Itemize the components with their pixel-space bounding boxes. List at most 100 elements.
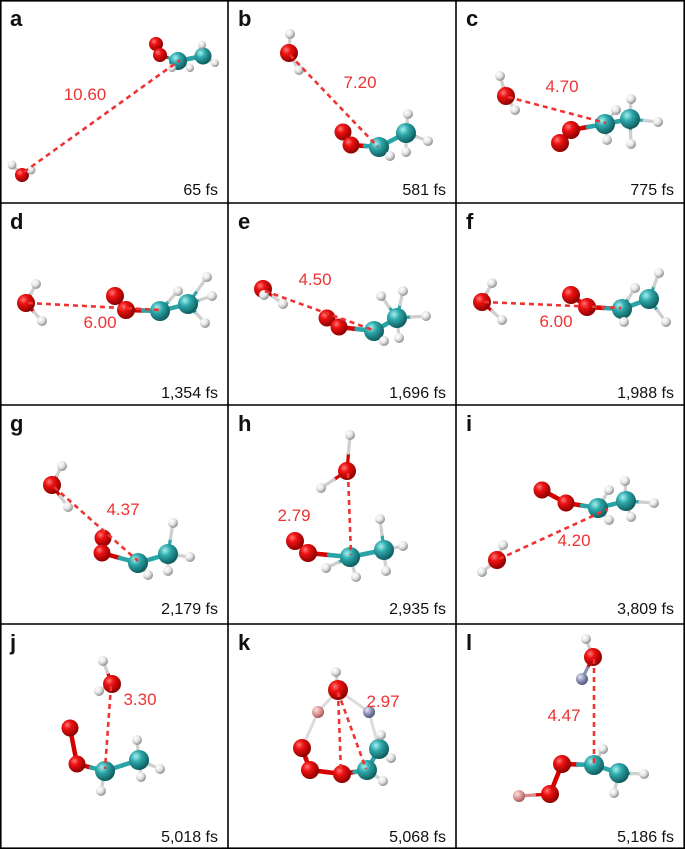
hydrogen-atom — [497, 315, 507, 325]
panel-letter: d — [10, 209, 23, 234]
hydrogen-atom — [626, 94, 636, 104]
hydrogen-atom — [294, 65, 304, 75]
carbon-atom — [620, 109, 640, 129]
distance-line — [103, 685, 113, 770]
oxygen-atom — [103, 675, 121, 693]
distance-label: 4.50 — [298, 270, 331, 289]
hydrogen-atom — [385, 151, 395, 161]
hydrogen-atom — [379, 336, 389, 346]
hydrogen-atom — [403, 109, 413, 119]
time-label: 5,186 fs — [617, 829, 674, 846]
panel-letter: g — [10, 411, 23, 436]
panel-letter: l — [466, 630, 472, 655]
oxygen-atom — [293, 739, 311, 757]
oxygen-atom — [280, 44, 298, 62]
hydrogen-atom — [7, 160, 17, 170]
distance-line — [336, 691, 368, 770]
distance-label: 2.97 — [366, 692, 399, 711]
carbon-atom — [194, 47, 212, 65]
distance-line — [289, 54, 379, 148]
distance-line — [264, 289, 374, 332]
oxygen-atom — [551, 134, 569, 152]
oxygen-atom — [333, 765, 351, 783]
hydrogen-atom — [345, 430, 355, 440]
hydrogen-atom — [604, 485, 614, 495]
hydrogen-atom — [378, 776, 388, 786]
oxygen-atom — [94, 529, 112, 547]
hydrogen-atom — [321, 563, 331, 573]
carbon-atom — [178, 294, 198, 314]
hydrogen-atom — [653, 117, 663, 127]
hydrogen-atom — [626, 139, 636, 149]
hydrogen-atom — [423, 136, 433, 146]
hydrogen-atom — [155, 764, 165, 774]
hydrogen-atom — [316, 483, 326, 493]
hydrogen-atom — [173, 286, 183, 296]
hydrogen-atom — [398, 286, 408, 296]
panel-h: 2.79 h 2,935 fs — [238, 411, 446, 618]
panel-letter: b — [238, 6, 251, 31]
time-label: 1,354 fs — [161, 385, 218, 402]
oxygen-atom — [328, 680, 348, 700]
hydrogen-atom — [487, 278, 497, 288]
panel-f: 6.00 f 1,988 fs — [466, 209, 674, 402]
distance-label: 10.60 — [64, 85, 107, 104]
oxygen-atom — [557, 494, 575, 512]
distance-label: 6.00 — [83, 313, 116, 332]
hydrogen-atom — [168, 518, 178, 528]
carbon-atom — [150, 301, 170, 321]
carbon-atom — [616, 491, 636, 511]
distance-line — [346, 472, 353, 556]
distance-line — [27, 301, 161, 312]
carbon-atom — [609, 763, 629, 783]
oxygen-atom — [338, 462, 356, 480]
hydrogen-atom — [376, 291, 386, 301]
oxygen-atom — [301, 761, 319, 779]
panel-letter: k — [238, 630, 251, 655]
panel-letter: e — [238, 209, 250, 234]
panel-g: 4.37 g 2,179 fs — [10, 411, 218, 618]
hydrogen-atom — [331, 667, 341, 677]
oxygen-atom — [488, 551, 506, 569]
distance-label: 4.70 — [545, 77, 578, 96]
panel-letter: j — [9, 630, 16, 655]
panel-b: 7.20 b 581 fs — [238, 6, 446, 199]
hydrogen-atom — [626, 512, 636, 522]
hydrogen-atom — [31, 279, 41, 289]
hydrogen-atom — [198, 41, 206, 49]
distance-line — [507, 95, 607, 125]
hydrogen-atom — [611, 105, 621, 115]
distance-line — [23, 58, 181, 174]
panel-j: 3.30 j 5,018 fs — [9, 630, 218, 846]
hydrogen-atom — [602, 135, 612, 145]
panel-letter: h — [238, 411, 251, 436]
hydrogen-atom — [401, 147, 411, 157]
panel-a: 10.60 a 65 fs — [7, 6, 219, 199]
hydrogen-atom — [132, 735, 142, 745]
carbon-atom — [639, 289, 659, 309]
carbon-atom — [129, 750, 149, 770]
oxygen-atom — [497, 87, 515, 105]
hydrogen-atom — [136, 772, 146, 782]
distance-label: 4.37 — [106, 500, 139, 519]
oxygen-atom — [61, 719, 79, 737]
oxygen-atom — [342, 136, 360, 154]
oxygen-atom — [68, 755, 86, 773]
hydrogen-atom — [143, 570, 153, 580]
hydrogen-atom — [285, 29, 295, 39]
oxygen-atom — [553, 755, 571, 773]
hydrogen-atom — [37, 316, 47, 326]
hydrogen-atom — [98, 656, 108, 666]
hydrogen-atom — [26, 165, 36, 175]
oxygen-atom — [106, 287, 124, 305]
distance-line — [53, 486, 139, 562]
panel-letter: i — [466, 411, 472, 436]
panel-d: 6.00 d 1,354 fs — [10, 209, 218, 402]
distance-line — [483, 300, 622, 310]
time-label: 1,988 fs — [617, 385, 674, 402]
hydrogen-atom — [639, 769, 649, 779]
hydrogen-atom — [581, 634, 591, 644]
